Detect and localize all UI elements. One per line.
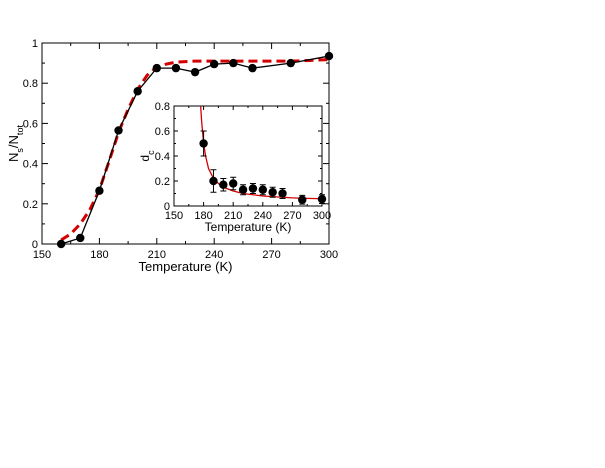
inset-x-tick-label: 210 <box>224 210 242 222</box>
main-data-point <box>114 126 123 135</box>
inset-background <box>174 106 322 206</box>
main-x-tick-label: 300 <box>320 249 338 261</box>
inset-data-point <box>298 195 307 204</box>
inset-y-title-base: d <box>138 155 152 162</box>
main-y-axis: 0 0.2 0.4 0.6 0.8 1 <box>23 38 329 251</box>
inset-x-tick-label: 270 <box>283 210 301 222</box>
main-data-point <box>210 59 219 69</box>
inset-y-tick-label: 0.2 <box>155 176 170 188</box>
main-data-point <box>76 233 85 243</box>
main-chart: 150 180 210 240 270 300 0 0.2 0.4 0.6 0.8 1 Temper… <box>6 38 338 274</box>
inset-y-axis: 0 0.2 0.4 0.6 0.8 <box>155 101 322 213</box>
inset-x-tick-label: 180 <box>194 210 212 222</box>
inset-y-axis-title: dc <box>138 150 156 162</box>
main-x-axis-title: Temperature (K) <box>139 259 233 274</box>
main-x-tick-label: 240 <box>205 249 223 261</box>
inset-y-tick-label: 0.4 <box>155 151 170 163</box>
inset-data-point <box>248 184 258 193</box>
inset-chart: 150 180 210 240 270 300 0 0.2 0.4 0.6 0.8 Tempera… <box>138 101 331 234</box>
main-data-series <box>56 51 334 249</box>
main-data-point <box>324 51 334 61</box>
inset-data-point <box>258 185 267 194</box>
main-data-point <box>248 63 257 73</box>
main-data-point <box>133 87 142 96</box>
inset-fit-series <box>199 105 323 200</box>
inset-data-point <box>268 188 277 197</box>
inset-data-point <box>229 179 238 188</box>
inset-data-series <box>199 130 327 205</box>
main-y-title-sub1: s <box>15 148 25 153</box>
inset-x-tick-label: 150 <box>165 210 183 222</box>
inset-x-axis-title: Temperature (K) <box>205 220 292 234</box>
inset-y-tick-label: 0 <box>164 201 170 213</box>
main-y-tick-label: 0.8 <box>23 78 38 90</box>
main-x-tick-label: 270 <box>262 249 280 261</box>
main-data-point <box>286 58 295 68</box>
main-x-tick-label: 210 <box>148 249 166 261</box>
main-data-point <box>152 63 161 73</box>
main-data-point <box>229 58 238 68</box>
main-x-tick-label: 180 <box>90 249 108 261</box>
inset-y-tick-label: 0.6 <box>155 126 170 138</box>
main-x-tick-label: 150 <box>33 249 51 261</box>
main-data-point <box>171 63 181 73</box>
inset-data-point <box>238 185 248 194</box>
inset-data-point <box>199 139 208 148</box>
main-data-point <box>95 186 104 195</box>
inset-data-point <box>317 194 327 204</box>
main-y-tick-label: 0.6 <box>23 118 38 130</box>
main-y-title-mid: /N <box>6 135 21 148</box>
main-y-tick-label: 0.2 <box>23 199 38 211</box>
main-y-axis-title: Ns/Ntot <box>6 125 25 162</box>
inset-data-point <box>209 176 218 186</box>
main-y-title-sub2: tot <box>15 125 25 136</box>
main-data-point <box>56 239 66 249</box>
inset-x-tick-label: 300 <box>313 210 331 222</box>
inset-fit-line <box>199 105 323 200</box>
inset-y-tick-label: 0.8 <box>155 101 170 113</box>
inset-data-point <box>219 180 228 189</box>
main-y-tick-label: 1 <box>32 38 38 50</box>
main-y-tick-label: 0 <box>32 239 38 251</box>
inset-x-tick-label: 240 <box>254 210 272 222</box>
main-y-tick-label: 0.4 <box>23 159 38 171</box>
main-y-title-base: N <box>6 153 21 162</box>
inset-data-point <box>278 189 287 198</box>
main-data-point <box>190 67 200 77</box>
inset-y-title-sub1: c <box>146 150 156 155</box>
main-x-axis: 150 180 210 240 270 300 <box>33 43 338 261</box>
